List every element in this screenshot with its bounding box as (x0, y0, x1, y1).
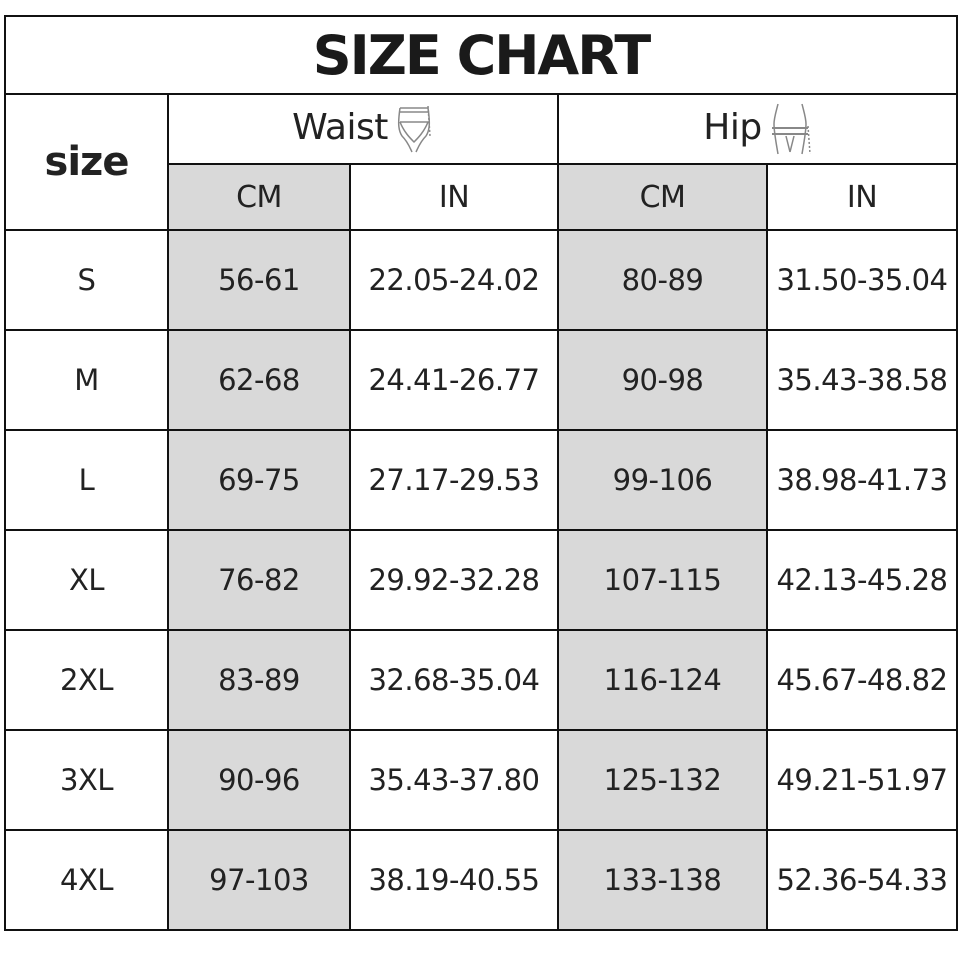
hip-in-cell: 38.98-41.73 (766, 429, 958, 531)
hip-in-cell: 42.13-45.28 (766, 529, 958, 631)
size-header: size (4, 93, 169, 231)
hip-header: Hip (557, 93, 958, 165)
waist-in-cell: 24.41-26.77 (349, 329, 559, 431)
table-row: 2XL 83-89 32.68-35.04 116-124 45.67-48.82 (4, 629, 958, 731)
table-row: XL 76-82 29.92-32.28 107-115 42.13-45.28 (4, 529, 958, 631)
table-row: S 56-61 22.05-24.02 80-89 31.50-35.04 (4, 229, 958, 331)
waist-cm-header: CM (167, 163, 351, 231)
hip-cm-header: CM (557, 163, 768, 231)
waist-cm-cell: 62-68 (167, 329, 351, 431)
hip-measure-icon (771, 103, 811, 155)
hip-in-header: IN (766, 163, 958, 231)
waist-in-cell: 27.17-29.53 (349, 429, 559, 531)
waist-cm-cell: 76-82 (167, 529, 351, 631)
waist-cm-cell: 69-75 (167, 429, 351, 531)
waist-in-cell: 32.68-35.04 (349, 629, 559, 731)
waist-in-cell: 29.92-32.28 (349, 529, 559, 631)
hip-cm-cell: 133-138 (557, 829, 768, 931)
hip-in-cell: 49.21-51.97 (766, 729, 958, 831)
hip-in-cell: 31.50-35.04 (766, 229, 958, 331)
table-row: M 62-68 24.41-26.77 90-98 35.43-38.58 (4, 329, 958, 431)
size-cell: M (4, 329, 169, 431)
hip-cm-cell: 99-106 (557, 429, 768, 531)
waist-label: Waist (292, 107, 388, 148)
hip-in-cell: 52.36-54.33 (766, 829, 958, 931)
size-cell: 2XL (4, 629, 169, 731)
table-row: L 69-75 27.17-29.53 99-106 38.98-41.73 (4, 429, 958, 531)
hip-in-cell: 45.67-48.82 (766, 629, 958, 731)
size-cell: L (4, 429, 169, 531)
waist-cm-cell: 83-89 (167, 629, 351, 731)
table-row: 3XL 90-96 35.43-37.80 125-132 49.21-51.97 (4, 729, 958, 831)
hip-cm-cell: 80-89 (557, 229, 768, 331)
waist-cm-cell: 97-103 (167, 829, 351, 931)
waist-cm-cell: 90-96 (167, 729, 351, 831)
size-cell: S (4, 229, 169, 331)
hip-in-cell: 35.43-38.58 (766, 329, 958, 431)
waist-in-header: IN (349, 163, 559, 231)
waist-in-cell: 35.43-37.80 (349, 729, 559, 831)
hip-cm-cell: 107-115 (557, 529, 768, 631)
chart-title: SIZE CHART (4, 15, 958, 95)
size-cell: 4XL (4, 829, 169, 931)
waist-header: Waist (167, 93, 559, 165)
waist-in-cell: 38.19-40.55 (349, 829, 559, 931)
waist-in-cell: 22.05-24.02 (349, 229, 559, 331)
hip-cm-cell: 116-124 (557, 629, 768, 731)
size-cell: 3XL (4, 729, 169, 831)
hip-cm-cell: 90-98 (557, 329, 768, 431)
hip-cm-cell: 125-132 (557, 729, 768, 831)
table-row: 4XL 97-103 38.19-40.55 133-138 52.36-54.33 (4, 829, 958, 931)
hip-label: Hip (703, 107, 762, 148)
waist-measure-icon (397, 105, 431, 153)
size-cell: XL (4, 529, 169, 631)
waist-cm-cell: 56-61 (167, 229, 351, 331)
